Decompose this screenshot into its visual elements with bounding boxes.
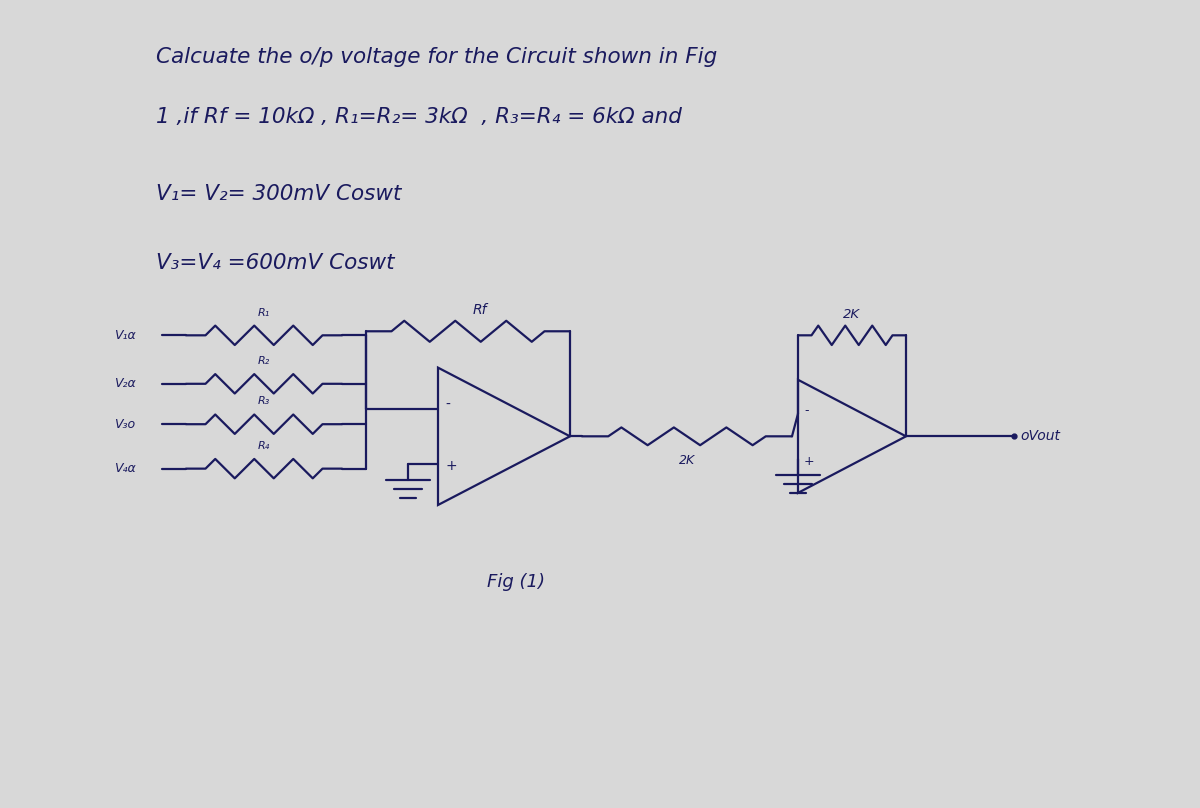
Text: V₃=V₄ =600mV Coswt: V₃=V₄ =600mV Coswt xyxy=(156,253,395,272)
Text: Calcuate the o/p voltage for the Circuit shown in Fig: Calcuate the o/p voltage for the Circuit… xyxy=(156,47,718,66)
Text: Fig (1): Fig (1) xyxy=(487,573,545,591)
Text: R₃: R₃ xyxy=(258,397,270,406)
Text: +: + xyxy=(804,455,815,468)
Text: 2K: 2K xyxy=(844,308,860,321)
Text: -: - xyxy=(445,398,450,412)
Text: Rf: Rf xyxy=(473,303,487,317)
Text: 2K: 2K xyxy=(679,454,695,467)
Text: V₁α: V₁α xyxy=(114,329,136,342)
Text: V₄α: V₄α xyxy=(114,462,136,475)
Text: V₃o: V₃o xyxy=(114,418,136,431)
Text: V₁= V₂= 300mV Coswt: V₁= V₂= 300mV Coswt xyxy=(156,184,401,204)
Text: +: + xyxy=(445,459,457,473)
Text: -: - xyxy=(804,404,809,417)
Text: R₂: R₂ xyxy=(258,356,270,366)
Text: R₄: R₄ xyxy=(258,441,270,451)
Text: R₁: R₁ xyxy=(258,308,270,318)
Text: V₂α: V₂α xyxy=(114,377,136,390)
Text: 1 ,if Rf = 10kΩ , R₁=R₂= 3kΩ  , R₃=R₄ = 6kΩ and: 1 ,if Rf = 10kΩ , R₁=R₂= 3kΩ , R₃=R₄ = 6… xyxy=(156,107,682,127)
Text: oVout: oVout xyxy=(1020,429,1060,444)
